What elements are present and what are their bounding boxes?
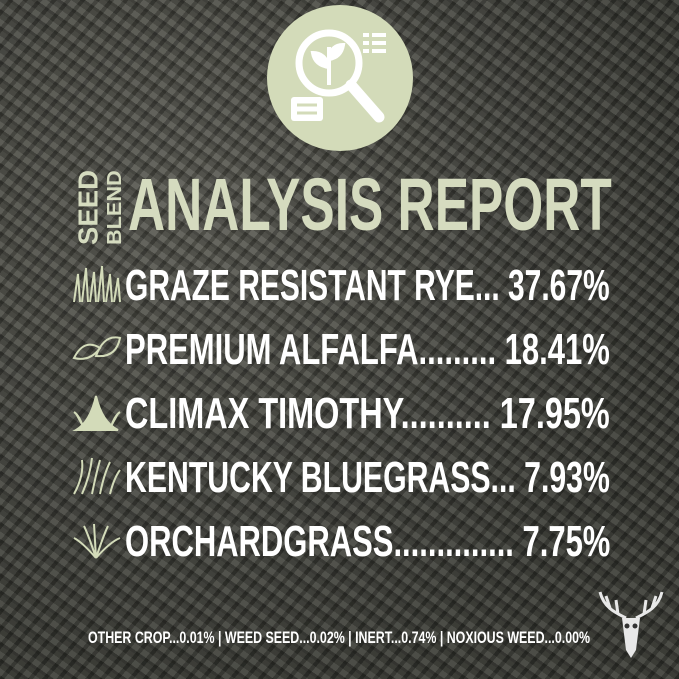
page-title: ANALYSIS REPORT <box>128 163 612 246</box>
blend-row-label: CLIMAX TIMOTHY.......... 17.95% <box>125 389 610 438</box>
blend-row-label: GRAZE RESISTANT RYE... 37.67% <box>125 261 610 310</box>
bluegrass-icon <box>70 456 122 496</box>
blend-row-label: PREMIUM ALFALFA......... 18.41% <box>125 325 610 374</box>
blend-row-label: KENTUCKY BLUEGRASS... 7.93% <box>125 453 610 502</box>
footer-other-contents: OTHER CROP...0.01% | WEED SEED...0.02% |… <box>88 628 590 647</box>
blend-row-label: ORCHARDGRASS.............. 7.75% <box>125 517 611 566</box>
deer-skull-logo <box>598 591 664 658</box>
rye-grass-icon <box>70 264 122 304</box>
magnifier-plant-document-icon <box>291 29 386 123</box>
title-seed: SEED <box>71 169 104 245</box>
orchardgrass-icon <box>70 520 122 560</box>
alfalfa-leaf-icon <box>70 328 122 368</box>
timothy-grass-icon <box>70 392 122 432</box>
analysis-badge <box>267 5 413 151</box>
title-blend: BLEND <box>102 170 126 245</box>
